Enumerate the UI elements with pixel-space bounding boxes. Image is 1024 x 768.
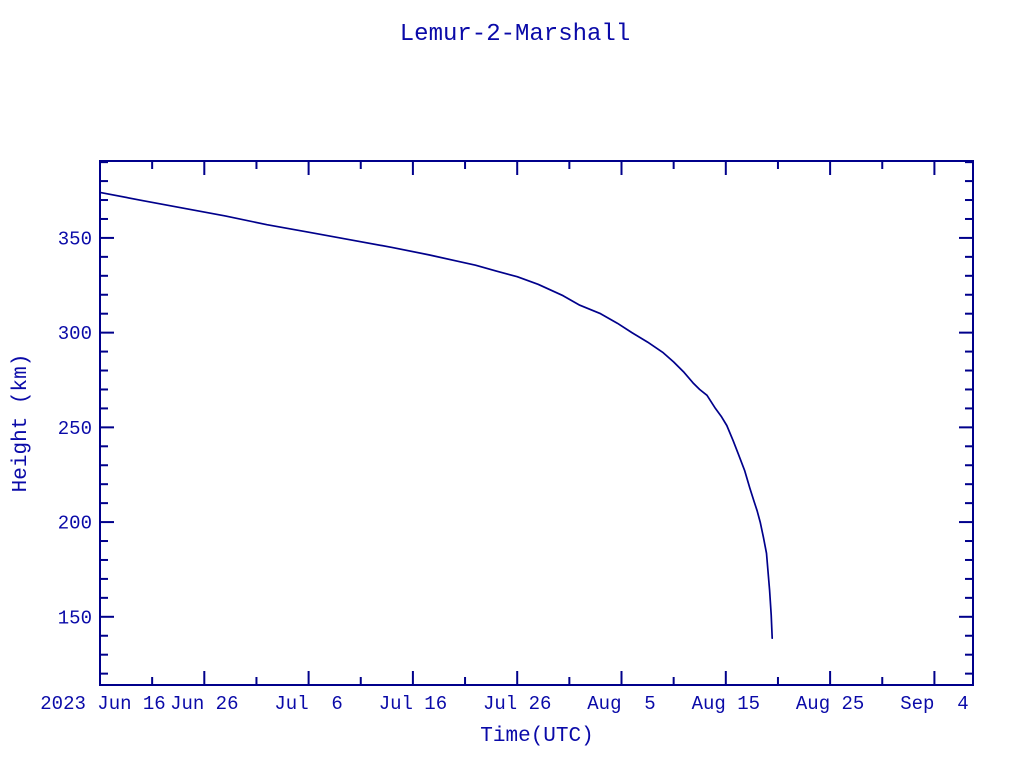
x-tick-label: Jun 26 — [170, 693, 238, 715]
x-tick-label: Aug 15 — [692, 693, 760, 715]
x-tick-label: Jul 6 — [274, 693, 342, 715]
x-tick-label: Jul 26 — [483, 693, 551, 715]
decay-curve — [99, 191, 774, 640]
chart-title: Lemur-2-Marshall — [400, 21, 630, 48]
y-tick-label: 200 — [58, 513, 92, 535]
plot-frame-box — [99, 160, 974, 686]
tick-labels: 2023 Jun 16 Jun 26 Jul 6 Jul 16 Jul 26 Aug 5 A… — [40, 228, 968, 715]
height-series-line — [99, 191, 774, 640]
y-tick-label: 150 — [58, 607, 92, 629]
plot-frame — [99, 160, 974, 686]
y-tick-label: 350 — [58, 228, 92, 250]
y-tick-label: 250 — [58, 418, 92, 440]
y-axis-label: Height (km) — [10, 354, 33, 493]
x-tick-label: 2023 Jun 16 — [40, 693, 165, 715]
axis-ticks — [100, 161, 973, 685]
x-tick-label: Aug 25 — [796, 693, 864, 715]
x-tick-label: Sep 4 — [900, 693, 968, 715]
x-tick-label: Aug 5 — [587, 693, 655, 715]
x-tick-label: Jul 16 — [379, 693, 447, 715]
x-axis-label: Time(UTC) — [480, 725, 593, 748]
y-tick-label: 300 — [58, 323, 92, 345]
